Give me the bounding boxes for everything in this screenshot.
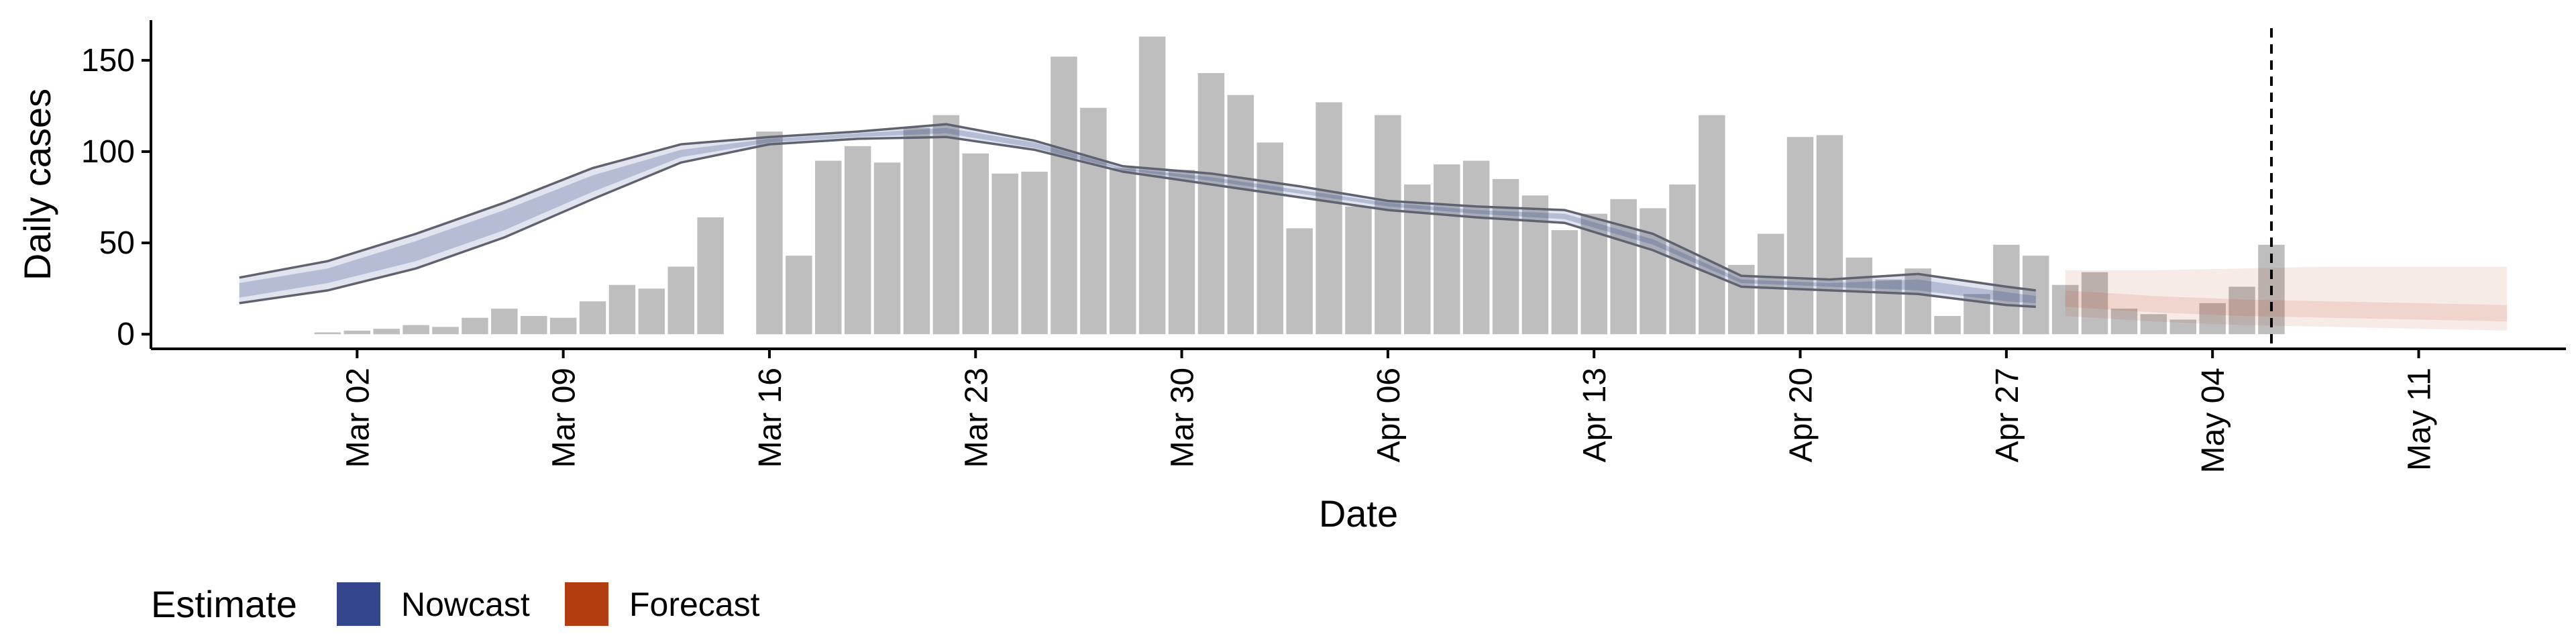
bar [1904, 268, 1931, 335]
bar [1080, 107, 1107, 335]
bar [343, 330, 371, 335]
bar [1316, 102, 1342, 335]
legend-swatch-forecast [565, 582, 608, 626]
bar [903, 127, 930, 335]
bar [462, 317, 488, 335]
bar [667, 266, 694, 335]
legend-swatch-nowcast [337, 582, 380, 626]
bar [2110, 309, 2138, 335]
x-tick-label: Apr 13 [1577, 368, 1613, 462]
x-tick-label: Mar 30 [1165, 368, 1201, 468]
bar [1845, 257, 1873, 335]
bar [1197, 72, 1225, 335]
bar [579, 301, 606, 335]
x-tick-label: Apr 27 [1990, 368, 2025, 462]
bar [1993, 244, 2020, 335]
legend: Estimate Nowcast Forecast [151, 582, 760, 626]
nowcast-lower-line [239, 136, 2036, 309]
y-tick-label: 100 [81, 134, 135, 170]
bar [1434, 164, 1460, 335]
bar [1786, 137, 1814, 335]
bar [2051, 284, 2079, 335]
legend-label-forecast: Forecast [629, 586, 760, 623]
bar [1757, 233, 1784, 335]
bar [638, 288, 665, 335]
bar [1816, 135, 1843, 335]
bar [2169, 319, 2196, 335]
bar [2023, 256, 2049, 335]
x-tick-label: May 04 [2196, 368, 2231, 473]
bar [491, 309, 518, 335]
bar [608, 284, 636, 335]
bar [373, 329, 400, 335]
observed-bars [314, 36, 2285, 335]
bar [786, 256, 812, 335]
bar [1227, 95, 1254, 335]
bar [1345, 206, 1372, 335]
x-tick-label: Apr 20 [1784, 368, 1819, 462]
x-tick-label: May 11 [2402, 368, 2438, 471]
x-axis-title: Date [1319, 492, 1398, 535]
bar [432, 327, 459, 335]
bar [1521, 195, 1549, 335]
bar [1256, 142, 1283, 335]
bar [873, 162, 901, 335]
x-tick-label: Mar 09 [547, 368, 582, 468]
bar [991, 173, 1018, 335]
x-tick-label: Mar 16 [753, 368, 788, 468]
x-axis-ticks: Mar 02 Mar 09 Mar 16 Mar 23 Mar 30 Apr 06 Apr … [340, 349, 2438, 473]
bar [549, 317, 577, 335]
bar [402, 325, 429, 335]
bar [2199, 303, 2226, 335]
bar [2140, 314, 2167, 335]
bar [1462, 160, 1490, 335]
bar [1051, 56, 1077, 335]
bar [1375, 115, 1401, 335]
bar [1934, 316, 1961, 335]
estimate-bands [239, 124, 2508, 331]
bar [844, 146, 871, 335]
nowcast-band-50 [239, 127, 2036, 303]
bar [1286, 228, 1313, 335]
bar [1551, 230, 1578, 335]
bar [932, 115, 960, 335]
bar [756, 131, 783, 335]
bar [314, 332, 341, 335]
forecast-band-50 [2065, 290, 2508, 322]
bar [1699, 115, 1725, 335]
x-tick-label: Mar 02 [340, 368, 376, 468]
legend-title: Estimate [151, 583, 297, 625]
y-axis-title: Daily cases [16, 89, 58, 280]
y-tick-label: 0 [117, 317, 135, 352]
bar [1138, 36, 1166, 335]
bar [697, 217, 724, 335]
bar [2081, 272, 2108, 335]
x-tick-label: Apr 06 [1371, 368, 1407, 462]
bar [1875, 279, 1902, 335]
forecast-band-90 [2065, 266, 2508, 331]
bar [962, 153, 989, 335]
bar [1492, 178, 1519, 335]
bar [1404, 184, 1431, 335]
bar [1610, 199, 1637, 335]
y-axis-ticks: 0 50 100 150 [81, 43, 151, 352]
bar [815, 160, 842, 335]
x-tick-label: Mar 23 [959, 368, 994, 468]
y-tick-label: 50 [99, 225, 135, 261]
bar [1110, 168, 1136, 335]
nowcast-band-90 [239, 124, 2036, 307]
nowcast-upper-line [239, 123, 2037, 292]
bar [1640, 208, 1666, 335]
bar [521, 316, 547, 335]
bar [1021, 171, 1048, 335]
bar [2229, 286, 2255, 335]
y-tick-label: 150 [81, 43, 135, 78]
legend-label-nowcast: Nowcast [401, 586, 530, 623]
bar [1168, 170, 1195, 335]
estimate-outlines [239, 123, 2037, 309]
